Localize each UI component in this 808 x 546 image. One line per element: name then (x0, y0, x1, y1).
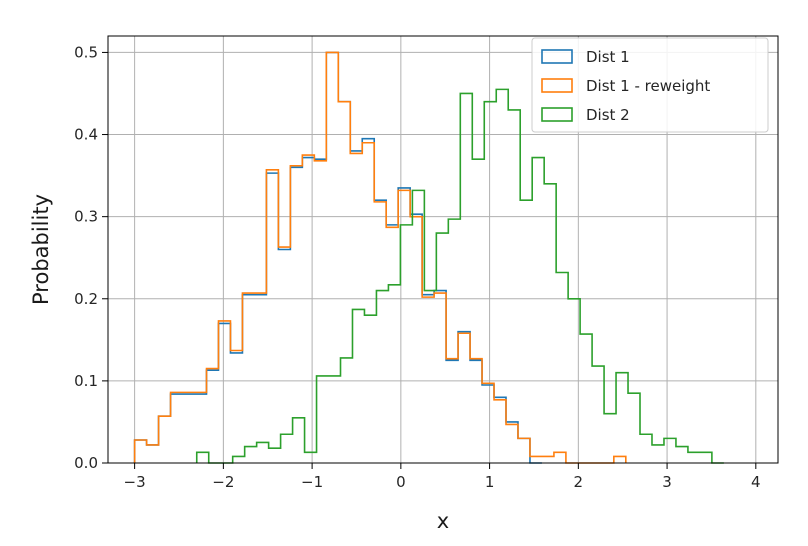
series-line-1 (133, 51, 542, 464)
y-tick-label: 0.2 (74, 290, 98, 308)
x-tick-label: 1 (485, 473, 495, 491)
x-tick-label: −1 (301, 473, 323, 491)
x-axis-label: x (437, 509, 449, 533)
x-tick-label: −2 (212, 473, 234, 491)
legend-label: Dist 2 (586, 106, 630, 124)
series-line-2 (133, 51, 627, 464)
x-tick-label: 2 (574, 473, 584, 491)
axis-ticks: −3 −2 −1 0 1 2 3 4 0.0 0.1 0.2 0.3 0.4 0.5 (74, 43, 760, 491)
y-tick-label: 0.0 (74, 454, 98, 472)
legend: Dist 1 Dist 1 - reweight Dist 2 (531, 37, 769, 133)
legend-swatch (541, 107, 573, 122)
y-tick-label: 0.4 (74, 126, 98, 144)
y-axis-label: Probability (29, 194, 53, 305)
x-tick-label: 0 (396, 473, 406, 491)
legend-label: Dist 1 - reweight (586, 77, 710, 95)
plot-frame (107, 35, 779, 464)
series-line-3 (195, 88, 724, 464)
y-tick-label: 0.1 (74, 372, 98, 390)
y-tick-label: 0.5 (74, 43, 98, 61)
legend-swatch (541, 49, 573, 64)
x-tick-label: 3 (662, 473, 672, 491)
x-tick-label: 4 (751, 473, 761, 491)
x-tick-label: −3 (124, 473, 146, 491)
legend-box (531, 37, 769, 133)
legend-label: Dist 1 (586, 48, 630, 66)
legend-swatch (541, 78, 573, 93)
series-layer (133, 51, 724, 464)
y-tick-label: 0.3 (74, 208, 98, 226)
